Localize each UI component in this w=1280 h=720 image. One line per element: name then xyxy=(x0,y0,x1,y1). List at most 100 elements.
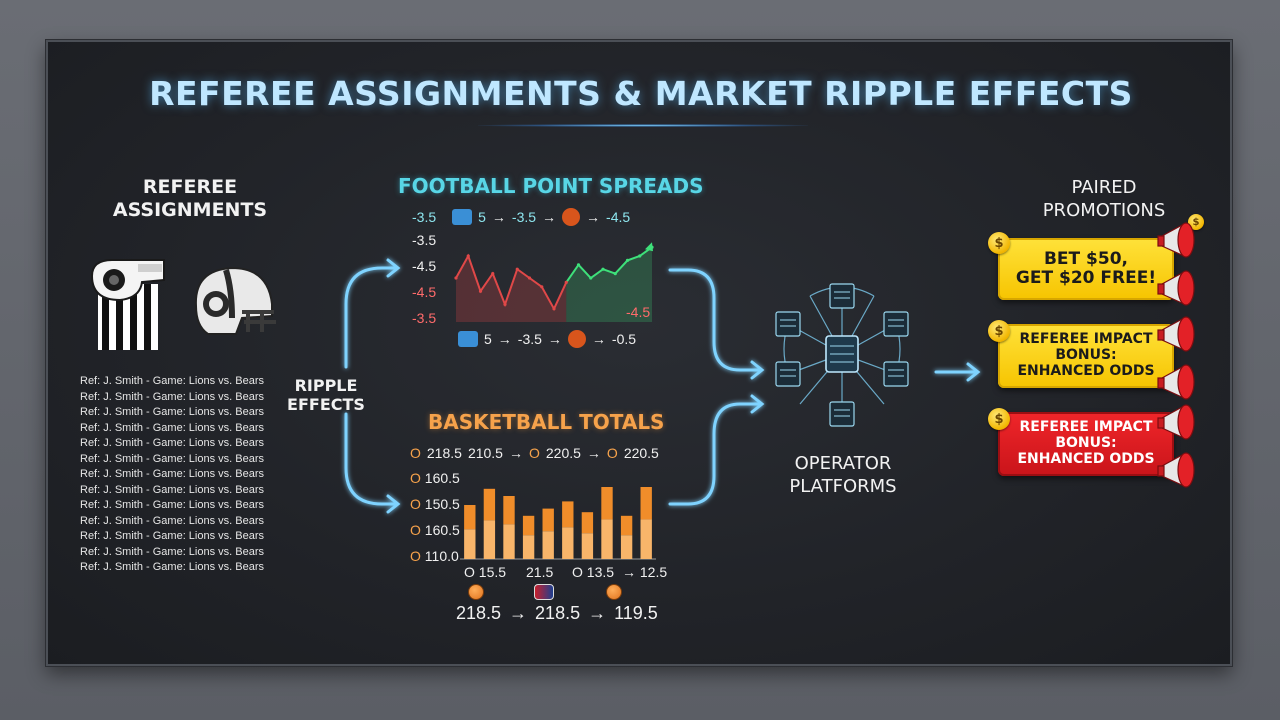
football-heading: FOOTBALL POINT SPREADS xyxy=(398,174,704,198)
totals-bar-lower xyxy=(503,524,515,559)
totals-bar-lower xyxy=(620,535,633,559)
football-y-label-3: -4.5 xyxy=(412,284,437,300)
list-item: Ref: J. Smith - Game: Lions vs. Bears xyxy=(80,468,265,480)
server-node-icon xyxy=(883,361,909,387)
basketball-heading: BASKETBALL TOTALS xyxy=(428,410,665,434)
basketball-top-row: O 218.5 210.5 → O 220.5 → O 220.5 xyxy=(410,445,659,461)
coin-icon: $ xyxy=(988,320,1010,342)
server-node-icon xyxy=(775,311,801,337)
totals-bar xyxy=(601,487,613,520)
server-node-icon xyxy=(829,283,855,309)
totals-bar xyxy=(562,501,574,528)
spread-point xyxy=(466,254,470,258)
list-item: Ref: J. Smith - Game: Lions vs. Bears xyxy=(80,514,265,527)
referee-heading: REFEREE ASSIGNMENTS xyxy=(112,176,268,221)
totals-bar-lower xyxy=(640,519,652,559)
league-logo-icon xyxy=(534,584,554,600)
operator-network-diagram xyxy=(775,283,909,427)
spread-point xyxy=(589,276,593,280)
list-item: Ref: J. Smith - Game: Lions vs. Bears xyxy=(80,499,265,511)
list-item: Ref: J. Smith - Game: Lions vs. Bears xyxy=(80,483,265,496)
spread-point xyxy=(625,258,630,262)
basketball-y-label-3: O 160.5 xyxy=(410,522,460,538)
referee-assignment-list: Ref: J. Smith - Game: Lions vs. Bears Re… xyxy=(80,374,320,576)
football-y-label-4: -3.5 xyxy=(412,310,437,326)
list-item: Ref: J. Smith - Game: Lions vs. Bears xyxy=(80,421,265,434)
whistle-icon xyxy=(90,259,165,350)
basketball-icon xyxy=(468,584,484,600)
spread-point xyxy=(503,302,507,306)
totals-bar xyxy=(503,496,515,525)
spread-point xyxy=(576,263,581,267)
server-node-icon xyxy=(775,361,801,387)
basketball-y-label-1: O 160.5 xyxy=(410,470,460,486)
spread-point xyxy=(478,289,483,293)
spread-point xyxy=(564,280,568,284)
coin-icon: $ xyxy=(988,232,1010,254)
totals-bar-lower xyxy=(581,533,594,559)
operator-platforms-label: OPERATOR PLATFORMS xyxy=(789,453,897,497)
football-right-label: -4.5 xyxy=(626,304,651,320)
football-helmet-icon xyxy=(194,266,276,335)
football-y-label-2: -4.5 xyxy=(412,258,437,274)
promo-card-referee-bonus-2[interactable]: REFEREE IMPACT BONUS: ENHANCED ODDS xyxy=(998,412,1174,476)
coin-icon: $ xyxy=(988,408,1010,430)
list-item: Ref: J. Smith - Game: Lions vs. Bears xyxy=(80,561,265,573)
spread-line-red xyxy=(455,253,568,312)
spread-point xyxy=(454,276,458,280)
spread-arrowhead xyxy=(645,242,653,252)
spread-point xyxy=(613,272,617,276)
spread-point xyxy=(540,285,544,289)
lions-logo-icon xyxy=(452,209,473,225)
spread-point xyxy=(527,276,532,280)
coin-icon: $ xyxy=(1188,214,1204,230)
bears-logo-icon xyxy=(567,330,586,348)
server-node-icon xyxy=(883,311,909,337)
football-y-label-1: -3.5 xyxy=(412,232,437,248)
totals-bar-lower xyxy=(542,531,554,559)
bears-logo-icon xyxy=(562,208,581,226)
totals-bar-lower xyxy=(601,519,613,559)
totals-bar xyxy=(640,487,652,520)
football-spread-chart xyxy=(454,242,654,322)
basketball-bottom-row: 218.5 → 218.5 → 119.5 xyxy=(456,602,658,623)
promotions-heading: PAIRED PROMOTIONS xyxy=(1042,177,1166,221)
football-top-left-value: -3.5 xyxy=(412,209,437,225)
spread-point xyxy=(491,272,495,276)
spread-point xyxy=(638,254,642,258)
totals-bar xyxy=(620,515,633,536)
ripple-connector-arrows xyxy=(344,258,981,514)
spread-point xyxy=(552,307,556,311)
megaphone-icon xyxy=(1157,222,1195,306)
totals-bar-lower xyxy=(562,527,574,559)
list-item: Ref: J. Smith - Game: Lions vs. Bears xyxy=(80,375,265,387)
spread-line-green xyxy=(565,246,653,283)
totals-bar-lower xyxy=(522,535,535,559)
spread-point xyxy=(601,267,605,271)
list-item: Ref: J. Smith - Game: Lions vs. Bears xyxy=(80,437,265,449)
football-top-row: -3.5 5 → -3.5 → → -4.5 xyxy=(412,208,631,226)
megaphone-icon xyxy=(1157,404,1195,488)
lions-logo-icon xyxy=(458,331,478,347)
basketball-x-label-2: 21.5 xyxy=(526,564,554,580)
basketball-x-labels: O 15.5 21.5 O 13.5 → 12.5 xyxy=(464,564,667,582)
page-title: REFEREE ASSIGNMENTS & MARKET RIPPLE EFFE… xyxy=(149,74,1133,113)
football-bottom-row: 5 → -3.5 → → -0.5 xyxy=(458,328,636,350)
basketball-x-label-3: O 13.5 xyxy=(572,564,615,580)
spread-point xyxy=(515,267,519,271)
list-item: Ref: J. Smith - Game: Lions vs. Bears xyxy=(80,545,265,558)
spread-area-green xyxy=(566,247,652,322)
list-item: Ref: J. Smith - Game: Lions vs. Bears xyxy=(80,530,265,542)
basketball-icon xyxy=(606,584,622,600)
basketball-x-label-1: O 15.5 xyxy=(464,564,507,580)
infographic-board: REFEREE ASSIGNMENTS & MARKET RIPPLE EFFE… xyxy=(46,40,1232,666)
promo-card-referee-bonus-1[interactable]: REFEREE IMPACT BONUS: ENHANCED ODDS xyxy=(998,324,1174,388)
totals-bar xyxy=(581,512,594,534)
basketball-x-label-4: → 12.5 xyxy=(622,564,668,580)
promo-card-bet-50[interactable]: BET $50, GET $20 FREE! xyxy=(998,238,1174,300)
basketball-y-label-4: O 110.0 xyxy=(410,548,459,564)
totals-bar-lower xyxy=(464,529,476,559)
totals-bar xyxy=(464,505,476,530)
totals-bar xyxy=(483,488,496,521)
list-item: Ref: J. Smith - Game: Lions vs. Bears xyxy=(80,406,265,418)
